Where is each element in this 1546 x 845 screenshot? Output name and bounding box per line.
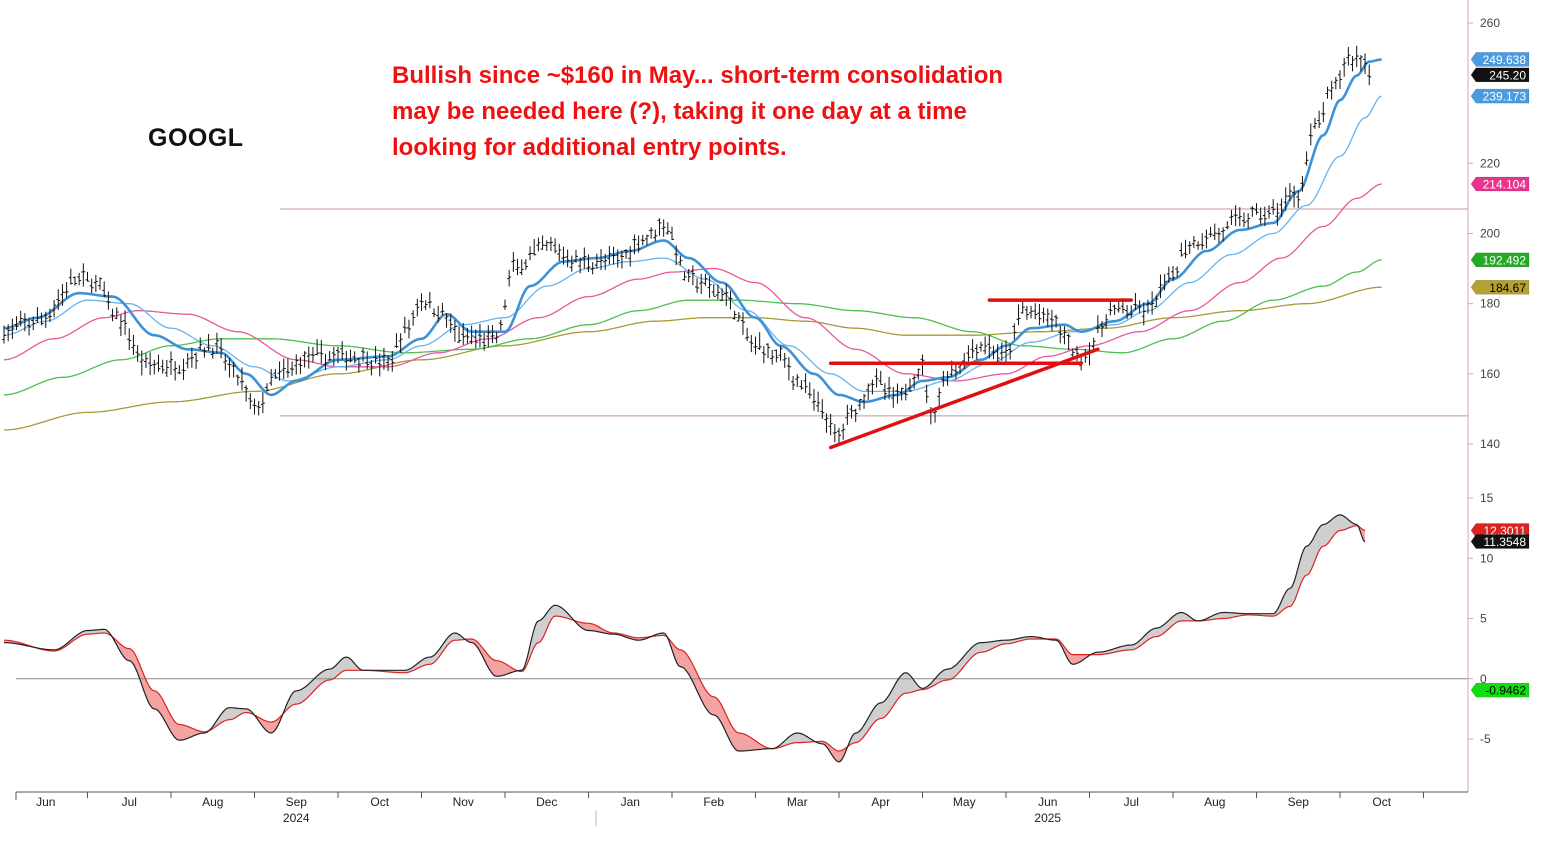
price-badge: 192.492 — [1470, 252, 1530, 268]
price-badge-text: 245.20 — [1489, 68, 1526, 82]
month-label: Jan — [621, 795, 640, 809]
macd-y-tick-label: 15 — [1480, 491, 1494, 505]
macd-bull-fill — [1091, 514, 1359, 655]
price-badge-text: 249.638 — [1483, 53, 1527, 67]
axes: 140 160 180 200 220 260 -5 0 5 10 15 Jun Jul Aug Sep Oc… — [15, 0, 1500, 826]
price-badge-text: 214.104 — [1483, 178, 1527, 192]
price-badge-bg — [1470, 252, 1530, 268]
year-label: 2024 — [283, 811, 310, 825]
macd-panel — [4, 514, 1468, 763]
price-badge: 245.20 — [1470, 67, 1530, 83]
month-label: Aug — [1204, 795, 1225, 809]
price-badge-bg — [1470, 67, 1530, 83]
price-badge: 184.67 — [1470, 280, 1530, 295]
month-label: Mar — [787, 795, 808, 809]
ticker-title: GOOGL — [148, 124, 244, 152]
price-badge-bg — [1470, 176, 1530, 192]
macd-y-tick-label: 10 — [1480, 551, 1494, 565]
macd-badge: -0.9462 — [1470, 682, 1530, 698]
trendlines — [828, 298, 1133, 450]
macd-bull-fill — [518, 605, 576, 672]
month-label: Feb — [703, 795, 724, 809]
month-label: Sep — [1288, 795, 1310, 809]
macd-y-tick-label: 5 — [1480, 612, 1487, 626]
reference-lines — [280, 208, 1468, 417]
moving-average-line — [3, 259, 1382, 396]
year-label: 2025 — [1034, 811, 1061, 825]
macd-bull-fill — [35, 629, 113, 651]
price-badge-bg — [1470, 280, 1530, 295]
macd-signal-line — [4, 525, 1366, 752]
trendline — [828, 347, 1100, 450]
macd-bear-fill — [466, 639, 519, 677]
month-label: Jul — [122, 795, 137, 809]
macd-badge: 11.3548 — [1470, 534, 1530, 549]
price-y-tick-label: 180 — [1480, 297, 1500, 311]
macd-bull-fill — [282, 633, 467, 714]
month-label: Jun — [36, 795, 55, 809]
price-badge-text: 239.173 — [1483, 90, 1527, 104]
macd-bear-fill — [1047, 639, 1092, 665]
price-y-tick-label: 140 — [1480, 437, 1500, 451]
price-y-tick-label: 160 — [1480, 367, 1500, 381]
moving-average-line — [3, 286, 1382, 431]
annotation-line: looking for additional entry points. — [392, 134, 787, 161]
price-badge: 214.104 — [1470, 176, 1530, 192]
month-label: Jul — [1124, 795, 1139, 809]
price-y-tick-label: 200 — [1480, 227, 1500, 241]
month-label: Jun — [1038, 795, 1057, 809]
price-badge-text: 192.492 — [1483, 253, 1527, 267]
month-label: Dec — [536, 795, 557, 809]
macd-bear-fill — [668, 638, 773, 751]
month-label: May — [953, 795, 976, 809]
price-badge: 249.638 — [1470, 52, 1530, 67]
month-label: Nov — [453, 795, 474, 809]
price-y-tick-label: 220 — [1480, 156, 1500, 170]
month-label: Oct — [1372, 795, 1391, 809]
price-y-tick-label: 260 — [1480, 16, 1500, 30]
macd-badge-bg — [1470, 682, 1530, 698]
macd-bear-fill — [815, 741, 849, 762]
month-label: Sep — [286, 795, 308, 809]
price-badge-bg — [1470, 52, 1530, 67]
macd-line — [4, 514, 1366, 763]
macd-y-tick-label: 0 — [1480, 672, 1487, 686]
macd-bull-fill — [849, 636, 1048, 746]
macd-bull-fill — [772, 733, 816, 749]
price-bars — [2, 45, 1372, 445]
macd-badge-text: 11.3548 — [1484, 535, 1527, 549]
month-label: Oct — [370, 795, 389, 809]
macd-y-tick-label: -5 — [1480, 732, 1491, 746]
price-badge-text: 184.67 — [1489, 281, 1526, 295]
annotation-note: Bullish since ~$160 in May... short-term… — [392, 58, 1192, 166]
month-label: Aug — [202, 795, 223, 809]
annotation-line: Bullish since ~$160 in May... short-term… — [392, 62, 1004, 89]
macd-bear-fill — [112, 637, 210, 741]
macd-badge-bg — [1470, 534, 1530, 549]
macd-badge-text: -0.9462 — [1485, 684, 1526, 698]
month-label: Apr — [871, 795, 890, 809]
macd-bear-fill — [575, 620, 652, 641]
price-badge: 239.173 — [1470, 88, 1530, 104]
annotation-line: may be needed here (?), taking it one da… — [392, 98, 967, 125]
price-badge-bg — [1470, 88, 1530, 104]
